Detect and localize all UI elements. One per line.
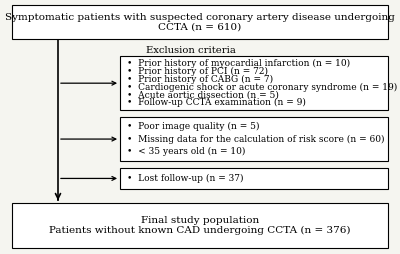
Bar [12,203,388,248]
Text: •  Acute aortic dissection (n = 5): • Acute aortic dissection (n = 5) [127,90,279,99]
Bar [120,117,388,161]
Text: •  Lost follow-up (n = 37): • Lost follow-up (n = 37) [127,174,244,183]
Bar [120,168,388,189]
Text: •  Prior history of CABG (n = 7): • Prior history of CABG (n = 7) [127,75,273,84]
Bar [120,56,388,110]
Text: Final study population
Patients without known CAD undergoing CCTA (n = 376): Final study population Patients without … [49,216,351,235]
Text: •  < 35 years old (n = 10): • < 35 years old (n = 10) [127,147,246,156]
Text: •  Missing data for the calculation of risk score (n = 60): • Missing data for the calculation of ri… [127,135,385,144]
Text: •  Poor image quality (n = 5): • Poor image quality (n = 5) [127,122,260,131]
Bar [12,5,388,39]
Text: Symptomatic patients with suspected coronary artery disease undergoing
CCTA (n =: Symptomatic patients with suspected coro… [5,12,395,32]
Text: •  Cardiogenic shock or acute coronary syndrome (n = 19): • Cardiogenic shock or acute coronary sy… [127,83,398,92]
Text: •  Prior history of myocardial infarction (n = 10): • Prior history of myocardial infarction… [127,59,350,68]
Text: Exclusion criteria: Exclusion criteria [146,46,236,55]
Text: •  Follow-up CCTA examination (n = 9): • Follow-up CCTA examination (n = 9) [127,98,306,107]
Text: •  Prior history of PCI (n = 72): • Prior history of PCI (n = 72) [127,67,268,76]
